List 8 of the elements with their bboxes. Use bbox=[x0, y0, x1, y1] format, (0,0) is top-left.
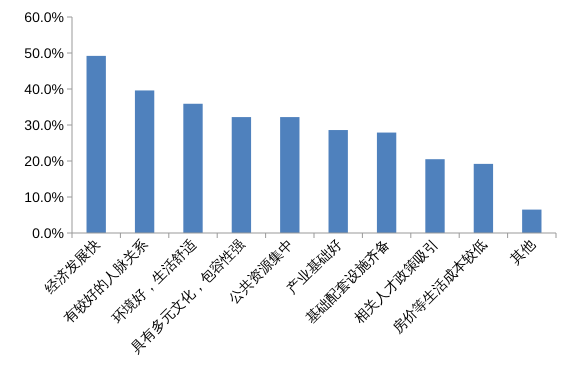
y-tick-label: 50.0% bbox=[24, 45, 64, 61]
y-tick-label: 10.0% bbox=[24, 189, 64, 205]
y-tick-label: 60.0% bbox=[24, 9, 64, 25]
y-tick-label: 20.0% bbox=[24, 153, 64, 169]
y-tick-label: 30.0% bbox=[24, 117, 64, 133]
y-tick-label: 0.0% bbox=[32, 225, 64, 241]
x-tick-label: 其他 bbox=[508, 236, 539, 268]
y-tick-label: 40.0% bbox=[24, 81, 64, 97]
